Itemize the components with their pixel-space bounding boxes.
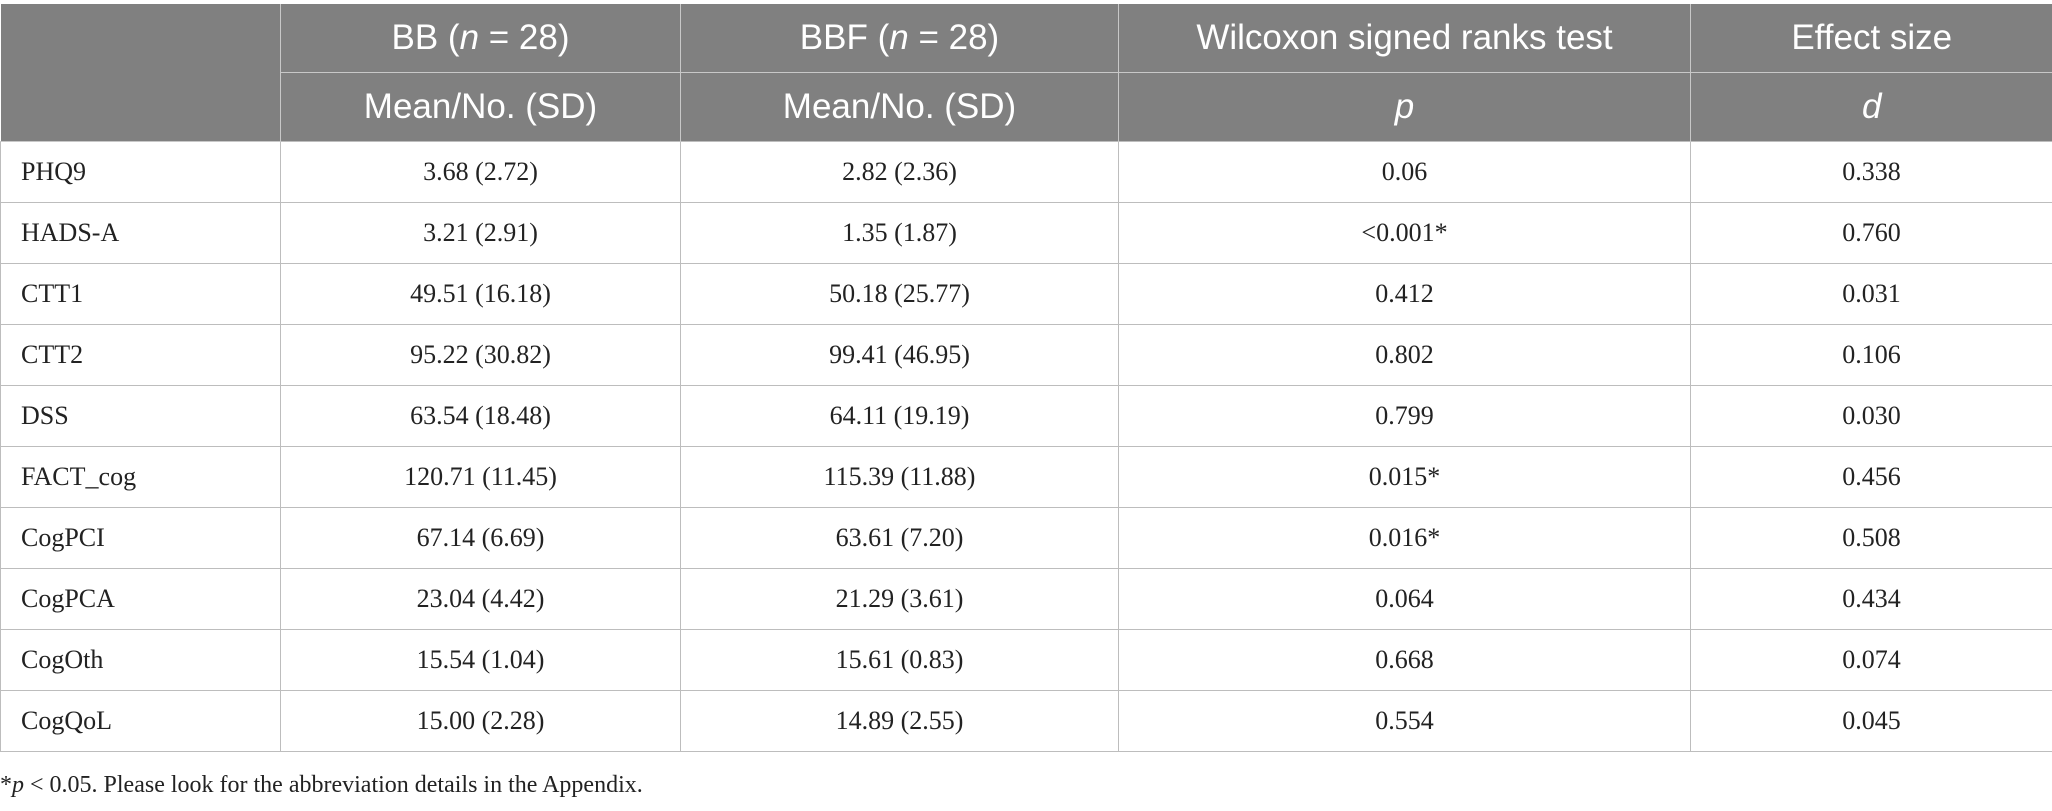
bbf-value: 50.18 (25.77) (680, 263, 1119, 325)
p-value: 0.064 (1118, 568, 1691, 630)
effect-size-value: 0.106 (1690, 324, 2052, 386)
table-row: HADS-A 3.21 (2.91) 1.35 (1.87) <0.001* 0… (0, 202, 2052, 264)
p-value: 0.016* (1118, 507, 1691, 569)
header-bb-stat: Mean/No. (SD) (280, 72, 681, 142)
header-p-value: p (1118, 72, 1691, 142)
bb-value: 23.04 (4.42) (280, 568, 681, 630)
effect-size-value: 0.074 (1690, 629, 2052, 691)
row-label: CogOth (0, 629, 281, 691)
bb-value: 3.68 (2.72) (280, 141, 681, 203)
header-bbf: BBF (n = 28) (680, 4, 1119, 73)
p-value: 0.06 (1118, 141, 1691, 203)
row-label: CTT1 (0, 263, 281, 325)
table-row: PHQ9 3.68 (2.72) 2.82 (2.36) 0.06 0.338 (0, 141, 2052, 203)
header-blank-cell (0, 4, 281, 142)
row-label: DSS (0, 385, 281, 447)
table-row: CogPCI 67.14 (6.69) 63.61 (7.20) 0.016* … (0, 507, 2052, 569)
effect-size-value: 0.456 (1690, 446, 2052, 508)
row-label: CogPCI (0, 507, 281, 569)
p-value: 0.668 (1118, 629, 1691, 691)
table-row: CogQoL 15.00 (2.28) 14.89 (2.55) 0.554 0… (0, 690, 2052, 752)
bbf-value: 1.35 (1.87) (680, 202, 1119, 264)
bbf-value: 21.29 (3.61) (680, 568, 1119, 630)
p-value: 0.802 (1118, 324, 1691, 386)
header-wilcoxon: Wilcoxon signed ranks test (1118, 4, 1691, 73)
p-value: <0.001* (1118, 202, 1691, 264)
bb-value: 63.54 (18.48) (280, 385, 681, 447)
bbf-value: 15.61 (0.83) (680, 629, 1119, 691)
row-label: CogQoL (0, 690, 281, 752)
bbf-value: 99.41 (46.95) (680, 324, 1119, 386)
row-label: FACT_cog (0, 446, 281, 508)
footnote-p-symbol: p (12, 772, 24, 798)
bb-value: 120.71 (11.45) (280, 446, 681, 508)
footnote-star: * (0, 772, 12, 798)
bb-value: 67.14 (6.69) (280, 507, 681, 569)
p-value: 0.799 (1118, 385, 1691, 447)
p-value: 0.554 (1118, 690, 1691, 752)
bbf-value: 64.11 (19.19) (680, 385, 1119, 447)
header-bb: BB (n = 28) (280, 4, 681, 73)
table-header: BB (n = 28) BBF (n = 28) Wilcoxon signed… (0, 4, 2052, 142)
row-label: PHQ9 (0, 141, 281, 203)
bb-value: 95.22 (30.82) (280, 324, 681, 386)
table-footnote: *p < 0.05. Please look for the abbreviat… (0, 772, 643, 799)
header-row-stats: Mean/No. (SD) Mean/No. (SD) p d (1, 72, 2052, 142)
bbf-value: 2.82 (2.36) (680, 141, 1119, 203)
header-d-value: d (1690, 72, 2052, 142)
table-row: FACT_cog 120.71 (11.45) 115.39 (11.88) 0… (0, 446, 2052, 508)
table-row: DSS 63.54 (18.48) 64.11 (19.19) 0.799 0.… (0, 385, 2052, 447)
table-row: CTT1 49.51 (16.18) 50.18 (25.77) 0.412 0… (0, 263, 2052, 325)
bb-value: 15.00 (2.28) (280, 690, 681, 752)
bb-value: 3.21 (2.91) (280, 202, 681, 264)
effect-size-value: 0.508 (1690, 507, 2052, 569)
p-value: 0.412 (1118, 263, 1691, 325)
row-label: CTT2 (0, 324, 281, 386)
footnote-text: < 0.05. Please look for the abbreviation… (24, 772, 643, 798)
effect-size-value: 0.031 (1690, 263, 2052, 325)
table-row: CogPCA 23.04 (4.42) 21.29 (3.61) 0.064 0… (0, 568, 2052, 630)
table-row: CogOth 15.54 (1.04) 15.61 (0.83) 0.668 0… (0, 629, 2052, 691)
effect-size-value: 0.045 (1690, 690, 2052, 752)
row-label: CogPCA (0, 568, 281, 630)
results-table-container: BB (n = 28) BBF (n = 28) Wilcoxon signed… (0, 4, 2052, 752)
effect-size-value: 0.434 (1690, 568, 2052, 630)
bbf-value: 14.89 (2.55) (680, 690, 1119, 752)
header-effect-size: Effect size (1690, 4, 2052, 73)
bbf-value: 63.61 (7.20) (680, 507, 1119, 569)
table-row: CTT2 95.22 (30.82) 99.41 (46.95) 0.802 0… (0, 324, 2052, 386)
header-bbf-stat: Mean/No. (SD) (680, 72, 1119, 142)
p-value: 0.015* (1118, 446, 1691, 508)
effect-size-value: 0.030 (1690, 385, 2052, 447)
effect-size-value: 0.338 (1690, 141, 2052, 203)
bb-value: 49.51 (16.18) (280, 263, 681, 325)
bbf-value: 115.39 (11.88) (680, 446, 1119, 508)
effect-size-value: 0.760 (1690, 202, 2052, 264)
results-table: BB (n = 28) BBF (n = 28) Wilcoxon signed… (0, 4, 2052, 752)
bb-value: 15.54 (1.04) (280, 629, 681, 691)
header-row-groups: BB (n = 28) BBF (n = 28) Wilcoxon signed… (0, 4, 2052, 142)
row-label: HADS-A (0, 202, 281, 264)
table-body: PHQ9 3.68 (2.72) 2.82 (2.36) 0.06 0.338 … (0, 141, 2052, 752)
